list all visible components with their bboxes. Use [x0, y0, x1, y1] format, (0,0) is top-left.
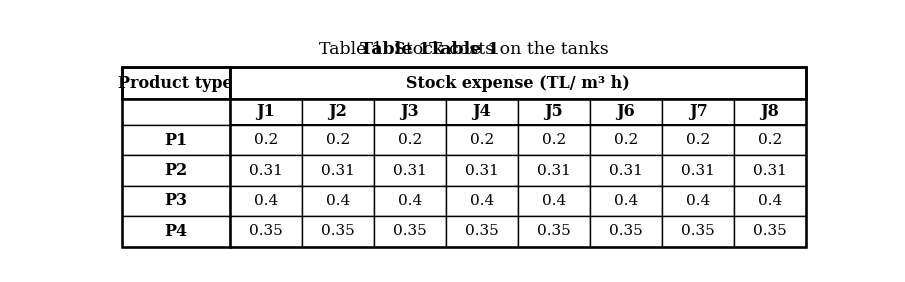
- FancyBboxPatch shape: [662, 155, 734, 186]
- FancyBboxPatch shape: [734, 125, 806, 155]
- FancyBboxPatch shape: [121, 99, 230, 125]
- FancyBboxPatch shape: [230, 99, 301, 125]
- FancyBboxPatch shape: [662, 99, 734, 125]
- FancyBboxPatch shape: [230, 216, 301, 247]
- Text: 0.31: 0.31: [609, 164, 643, 177]
- FancyBboxPatch shape: [518, 125, 590, 155]
- FancyBboxPatch shape: [734, 186, 806, 216]
- FancyBboxPatch shape: [374, 99, 446, 125]
- FancyBboxPatch shape: [518, 99, 590, 125]
- Text: 0.4: 0.4: [470, 194, 494, 208]
- Text: 0.2: 0.2: [397, 133, 422, 147]
- FancyBboxPatch shape: [446, 155, 518, 186]
- FancyBboxPatch shape: [230, 125, 301, 155]
- FancyBboxPatch shape: [590, 186, 662, 216]
- FancyBboxPatch shape: [446, 186, 518, 216]
- Text: J5: J5: [545, 103, 563, 120]
- Text: 0.35: 0.35: [537, 224, 571, 238]
- FancyBboxPatch shape: [446, 216, 518, 247]
- Text: 0.31: 0.31: [537, 164, 571, 177]
- Text: 0.2: 0.2: [542, 133, 566, 147]
- FancyBboxPatch shape: [662, 216, 734, 247]
- Text: 0.35: 0.35: [393, 224, 426, 238]
- FancyBboxPatch shape: [121, 67, 230, 99]
- Text: Stock expense (TL/ m³ h): Stock expense (TL/ m³ h): [406, 75, 630, 92]
- FancyBboxPatch shape: [590, 216, 662, 247]
- FancyBboxPatch shape: [662, 125, 734, 155]
- Text: 0.4: 0.4: [686, 194, 710, 208]
- Text: J4: J4: [472, 103, 491, 120]
- Text: P1: P1: [164, 131, 187, 149]
- FancyBboxPatch shape: [301, 155, 374, 186]
- Text: 0.2: 0.2: [326, 133, 350, 147]
- FancyBboxPatch shape: [590, 125, 662, 155]
- FancyBboxPatch shape: [301, 99, 374, 125]
- FancyBboxPatch shape: [734, 216, 806, 247]
- Text: Table 1: Table 1: [429, 41, 499, 58]
- Text: Table 1. Stock costs on the tanks: Table 1. Stock costs on the tanks: [319, 41, 609, 58]
- FancyBboxPatch shape: [121, 216, 230, 247]
- Text: 0.31: 0.31: [393, 164, 427, 177]
- Text: 0.35: 0.35: [321, 224, 355, 238]
- Text: Table 1: Table 1: [360, 41, 431, 58]
- FancyBboxPatch shape: [301, 125, 374, 155]
- FancyBboxPatch shape: [374, 125, 446, 155]
- Text: Table 1. Stock costs on the tanks: Table 1. Stock costs on the tanks: [319, 41, 609, 58]
- Text: 0.2: 0.2: [614, 133, 638, 147]
- Text: 0.35: 0.35: [681, 224, 715, 238]
- Text: 0.31: 0.31: [465, 164, 499, 177]
- Text: 0.2: 0.2: [757, 133, 782, 147]
- FancyBboxPatch shape: [446, 125, 518, 155]
- FancyBboxPatch shape: [374, 155, 446, 186]
- Text: 0.4: 0.4: [542, 194, 566, 208]
- Text: 0.4: 0.4: [614, 194, 638, 208]
- Text: 0.35: 0.35: [249, 224, 282, 238]
- FancyBboxPatch shape: [374, 186, 446, 216]
- FancyBboxPatch shape: [301, 186, 374, 216]
- Text: J6: J6: [616, 103, 635, 120]
- FancyBboxPatch shape: [374, 216, 446, 247]
- FancyBboxPatch shape: [121, 125, 230, 155]
- Text: 0.35: 0.35: [753, 224, 787, 238]
- Text: 0.31: 0.31: [249, 164, 282, 177]
- FancyBboxPatch shape: [230, 67, 806, 99]
- Text: J7: J7: [689, 103, 708, 120]
- Text: 0.35: 0.35: [465, 224, 499, 238]
- Text: 0.35: 0.35: [609, 224, 643, 238]
- FancyBboxPatch shape: [662, 186, 734, 216]
- FancyBboxPatch shape: [230, 186, 301, 216]
- FancyBboxPatch shape: [446, 99, 518, 125]
- Text: 0.2: 0.2: [470, 133, 494, 147]
- Text: J2: J2: [329, 103, 348, 120]
- Text: Product type: Product type: [119, 75, 233, 92]
- Text: 0.31: 0.31: [753, 164, 787, 177]
- Text: P2: P2: [164, 162, 187, 179]
- FancyBboxPatch shape: [301, 216, 374, 247]
- FancyBboxPatch shape: [121, 155, 230, 186]
- Text: 0.2: 0.2: [686, 133, 710, 147]
- Text: 0.4: 0.4: [397, 194, 422, 208]
- FancyBboxPatch shape: [518, 155, 590, 186]
- Text: 0.4: 0.4: [326, 194, 350, 208]
- FancyBboxPatch shape: [518, 216, 590, 247]
- Text: 0.31: 0.31: [681, 164, 715, 177]
- Text: J8: J8: [760, 103, 779, 120]
- Text: P3: P3: [164, 192, 187, 210]
- FancyBboxPatch shape: [734, 155, 806, 186]
- Text: J1: J1: [256, 103, 275, 120]
- Text: 0.2: 0.2: [253, 133, 278, 147]
- FancyBboxPatch shape: [518, 186, 590, 216]
- Text: 0.31: 0.31: [321, 164, 355, 177]
- FancyBboxPatch shape: [734, 99, 806, 125]
- FancyBboxPatch shape: [230, 155, 301, 186]
- FancyBboxPatch shape: [590, 99, 662, 125]
- FancyBboxPatch shape: [121, 186, 230, 216]
- Text: 0.4: 0.4: [253, 194, 278, 208]
- Text: 0.4: 0.4: [757, 194, 782, 208]
- Text: J3: J3: [401, 103, 419, 120]
- FancyBboxPatch shape: [590, 155, 662, 186]
- Text: P4: P4: [164, 223, 187, 240]
